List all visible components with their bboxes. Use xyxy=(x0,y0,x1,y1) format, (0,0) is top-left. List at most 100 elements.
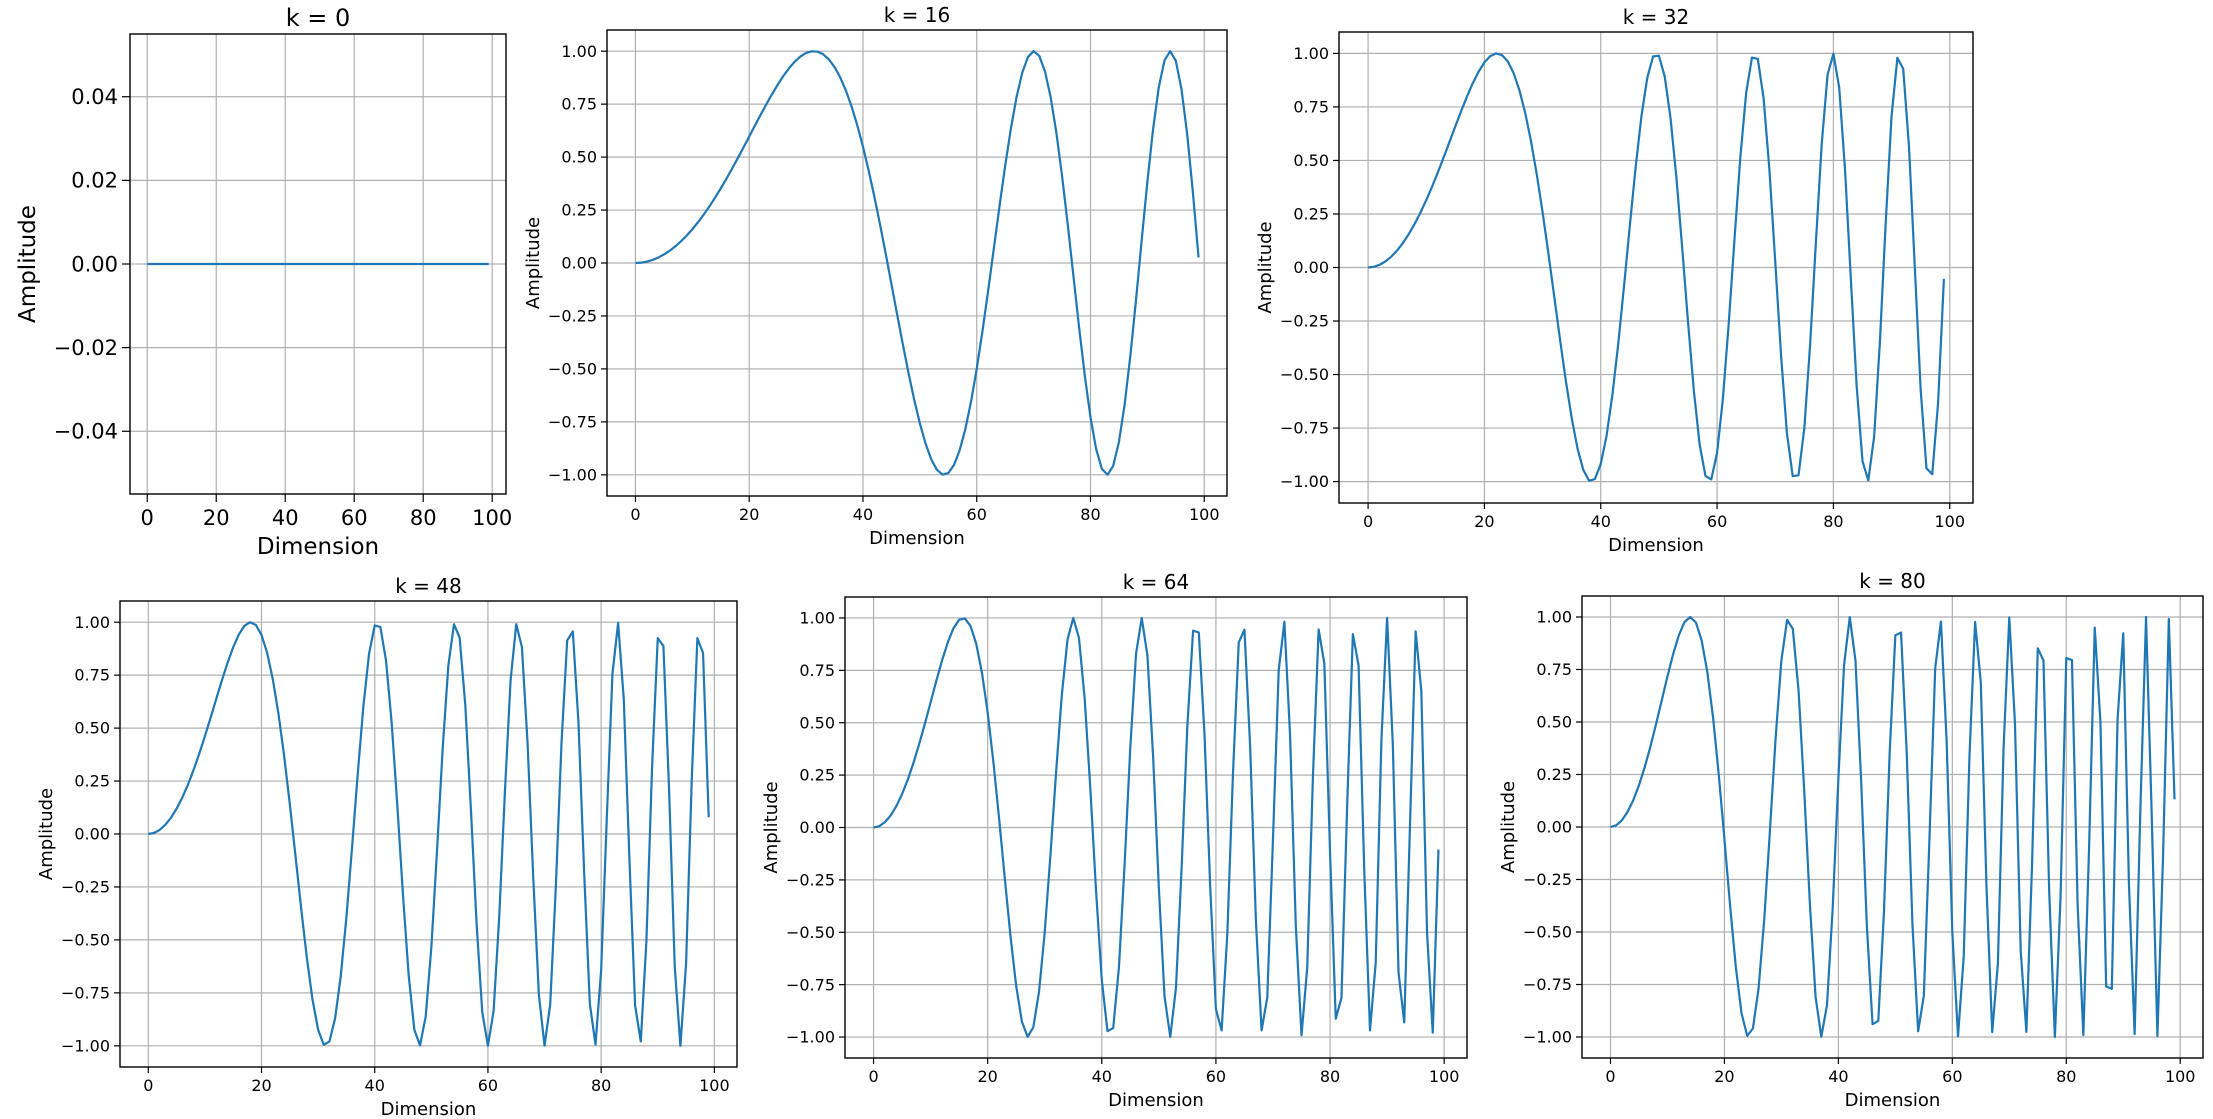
x-tick-label: 40 xyxy=(853,505,873,524)
x-tick-label: 80 xyxy=(591,1076,611,1095)
chart-title: k = 48 xyxy=(395,574,462,598)
x-axis-label: Dimension xyxy=(381,1099,477,1119)
subplot-1: 0 20 40 60 80 100 −1.00 −0.75 −0.50 −0.25 0.00 0.25… xyxy=(523,3,1228,549)
y-tick-label: 0.25 xyxy=(799,766,835,785)
y-tick-label: 1.00 xyxy=(1536,608,1572,627)
y-tick-label: 1.00 xyxy=(1293,44,1329,63)
x-tick-label: 80 xyxy=(2056,1067,2076,1086)
y-tick-label: −0.04 xyxy=(54,420,118,444)
subplot-2: 0 20 40 60 80 100 −1.00 −0.75 −0.50 −0.25 0.00 0.25… xyxy=(1255,5,1974,556)
x-tick-label: 100 xyxy=(1189,505,1220,524)
y-tick-label: −1.00 xyxy=(1523,1028,1572,1047)
y-tick-label: −0.50 xyxy=(61,931,110,950)
y-tick-label: 0.50 xyxy=(1536,713,1572,732)
y-tick-label: 0.50 xyxy=(1293,151,1329,170)
x-tick-label: 0 xyxy=(141,506,154,530)
x-tick-label: 60 xyxy=(1707,512,1727,531)
chart-title: k = 0 xyxy=(286,4,351,32)
x-tick-label: 60 xyxy=(478,1076,498,1095)
y-tick-label: 0.25 xyxy=(1293,205,1329,224)
x-tick-label: 20 xyxy=(203,506,230,530)
y-tick-label: 0.00 xyxy=(561,254,597,273)
y-tick-label: −0.02 xyxy=(54,336,118,360)
x-tick-label: 20 xyxy=(1474,512,1494,531)
y-axis-label: Amplitude xyxy=(15,205,41,323)
x-tick-label: 80 xyxy=(1080,505,1100,524)
x-tick-label: 60 xyxy=(1206,1067,1226,1086)
y-tick-label: −0.25 xyxy=(61,878,110,897)
chart-title: k = 80 xyxy=(1859,569,1926,593)
series-line xyxy=(635,50,1200,476)
x-tick-label: 0 xyxy=(1363,512,1373,531)
y-tick-label: −0.75 xyxy=(786,975,835,994)
y-tick-label: 0.75 xyxy=(1293,98,1329,117)
y-tick-label: 0.00 xyxy=(1293,258,1329,277)
y-tick-label: −0.25 xyxy=(786,870,835,889)
x-tick-label: 100 xyxy=(699,1076,730,1095)
subplot-3: 0 20 40 60 80 100 −1.00 −0.75 −0.50 −0.25 0.00 0.25… xyxy=(36,574,738,1119)
y-tick-label: 0.75 xyxy=(74,666,110,685)
y-tick-label: 0.50 xyxy=(799,713,835,732)
x-axis-label: Dimension xyxy=(869,528,965,549)
x-tick-label: 40 xyxy=(1092,1067,1112,1086)
x-tick-label: 80 xyxy=(1320,1067,1340,1086)
y-tick-label: −1.00 xyxy=(61,1036,110,1055)
x-tick-label: 0 xyxy=(143,1076,153,1095)
y-tick-label: −0.75 xyxy=(1523,975,1572,994)
x-axis-label: Dimension xyxy=(1108,1090,1204,1111)
y-axis-label: Amplitude xyxy=(36,788,57,880)
series-line xyxy=(148,621,710,1047)
y-tick-label: 1.00 xyxy=(74,613,110,632)
x-tick-label: 20 xyxy=(977,1067,997,1086)
x-tick-label: 0 xyxy=(1605,1067,1615,1086)
x-tick-label: 60 xyxy=(967,505,987,524)
y-tick-label: −0.75 xyxy=(548,412,597,431)
y-tick-label: 0.50 xyxy=(561,148,597,167)
subplot-0: 0 20 40 60 80 100 −0.04 −0.02 0.00 0.02 0.04 k = 0 D… xyxy=(15,4,512,560)
subplot-4: 0 20 40 60 80 100 −1.00 −0.75 −0.50 −0.25 0.00 0.25… xyxy=(761,570,1468,1111)
y-tick-label: −0.25 xyxy=(1523,870,1572,889)
x-axis-label: Dimension xyxy=(1845,1090,1941,1111)
y-tick-label: 0.00 xyxy=(799,818,835,837)
chart-title: k = 16 xyxy=(884,3,951,27)
y-tick-label: −1.00 xyxy=(786,1028,835,1047)
y-tick-label: 0.25 xyxy=(1536,765,1572,784)
x-tick-label: 40 xyxy=(272,506,299,530)
y-axis-label: Amplitude xyxy=(1255,221,1276,313)
y-tick-label: 0.00 xyxy=(74,825,110,844)
x-tick-label: 100 xyxy=(1429,1067,1460,1086)
x-tick-label: 20 xyxy=(251,1076,271,1095)
x-tick-label: 0 xyxy=(868,1067,878,1086)
y-axis-label: Amplitude xyxy=(1498,781,1519,873)
y-tick-label: 0.75 xyxy=(561,95,597,114)
y-tick-label: −0.50 xyxy=(1523,923,1572,942)
x-tick-label: 20 xyxy=(739,505,759,524)
y-axis-label: Amplitude xyxy=(523,217,544,309)
chart-title: k = 32 xyxy=(1623,5,1690,29)
y-tick-label: 0.75 xyxy=(799,661,835,680)
series-line xyxy=(873,616,1440,1039)
x-tick-label: 60 xyxy=(341,506,368,530)
y-tick-label: 0.25 xyxy=(74,772,110,791)
y-tick-label: −1.00 xyxy=(1280,472,1329,491)
y-tick-label: −0.75 xyxy=(61,983,110,1002)
x-tick-label: 80 xyxy=(1823,512,1843,531)
series-line xyxy=(1610,615,2176,1039)
y-tick-label: 0.25 xyxy=(561,201,597,220)
series-line xyxy=(1367,52,1946,482)
x-tick-label: 80 xyxy=(410,506,437,530)
y-tick-label: 1.00 xyxy=(561,42,597,61)
y-tick-label: −0.25 xyxy=(548,307,597,326)
x-tick-label: 100 xyxy=(1934,512,1965,531)
x-tick-label: 20 xyxy=(1714,1067,1734,1086)
y-tick-label: 0.00 xyxy=(71,252,118,276)
y-tick-label: 0.50 xyxy=(74,719,110,738)
x-tick-label: 60 xyxy=(1942,1067,1962,1086)
y-tick-label: −0.75 xyxy=(1280,419,1329,438)
x-tick-label: 40 xyxy=(365,1076,385,1095)
x-axis-label: Dimension xyxy=(257,534,379,560)
x-tick-label: 40 xyxy=(1828,1067,1848,1086)
y-tick-label: −1.00 xyxy=(548,465,597,484)
y-tick-label: 0.75 xyxy=(1536,660,1572,679)
x-axis-label: Dimension xyxy=(1608,535,1704,556)
